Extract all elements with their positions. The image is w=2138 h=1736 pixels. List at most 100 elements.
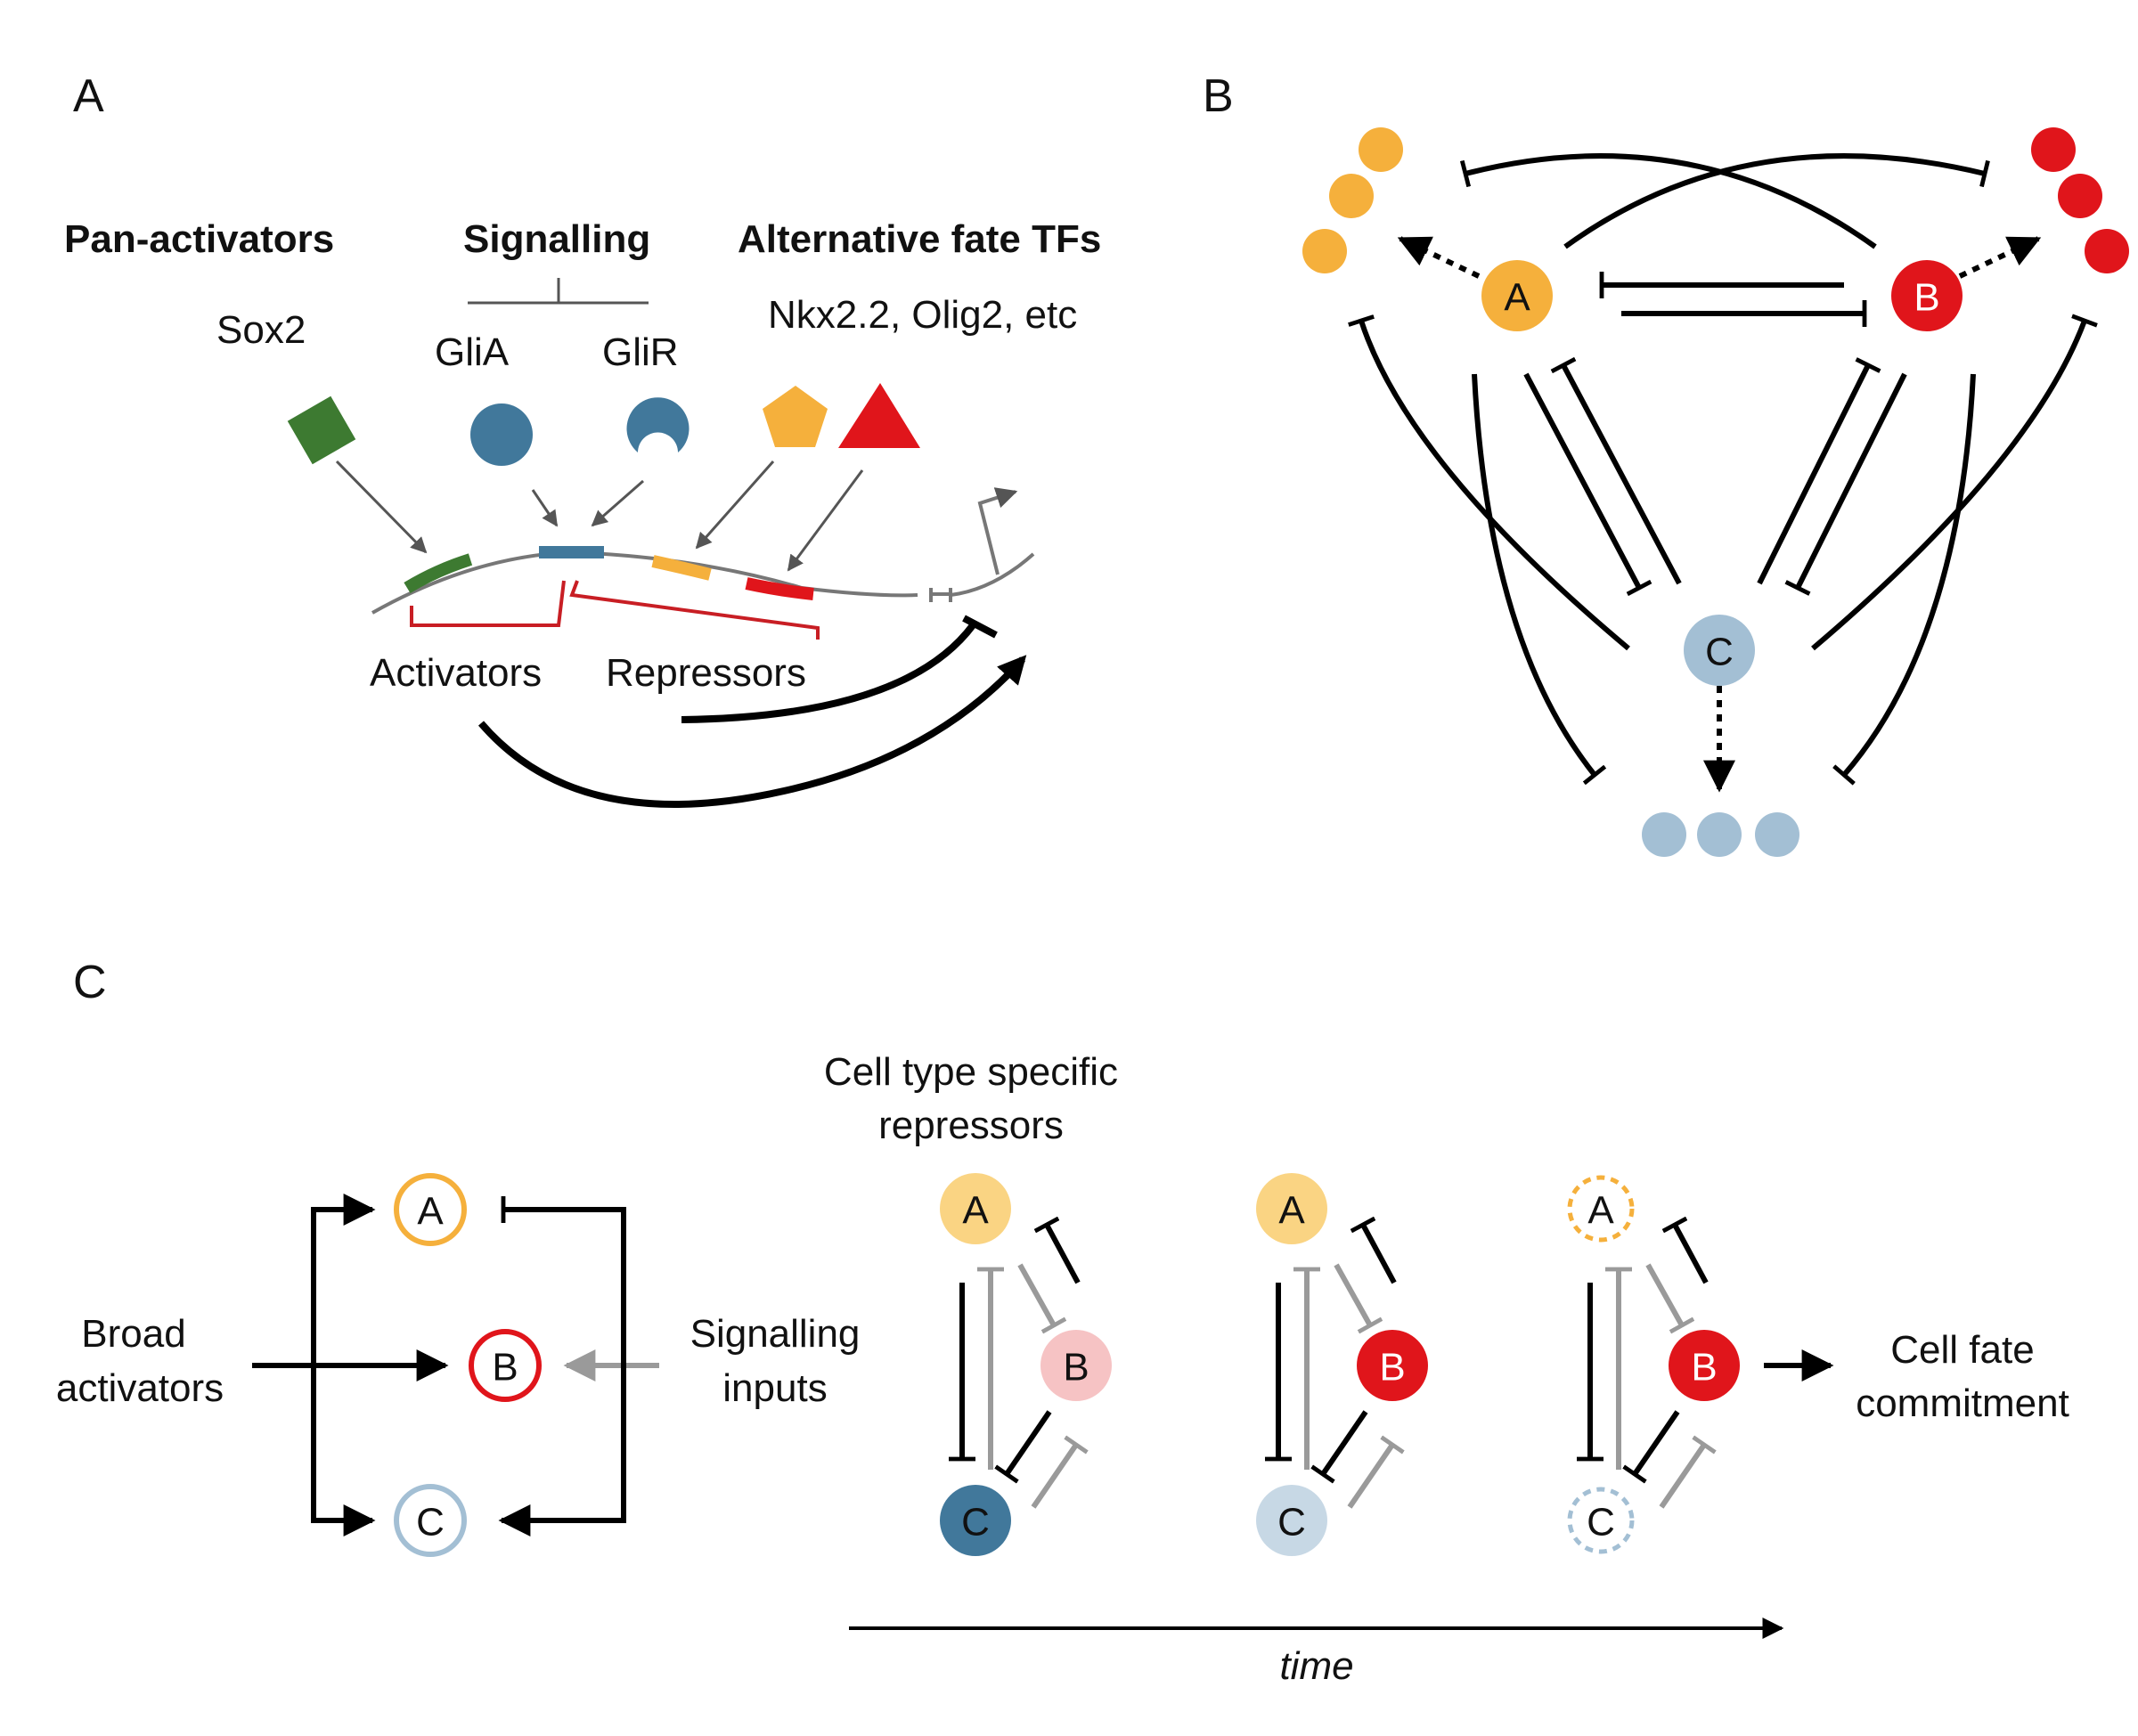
panel-a: A Pan-activators Signalling Alternative …: [64, 70, 1101, 808]
signalling-represses-a: [501, 1196, 626, 1365]
sox2-square-icon: [287, 395, 356, 465]
b-differentiation-arrow: [1958, 236, 2042, 279]
repressors-bracket: [569, 580, 820, 640]
b-fate-dot: [2058, 174, 2102, 218]
s3-node-c-label: C: [1587, 1501, 1615, 1544]
sox2-binding-arrow: [335, 460, 428, 554]
a-represses-b-fate-arc: [1563, 153, 1990, 249]
s1-node-a-label: A: [962, 1189, 989, 1233]
s2-node-a: [1256, 1173, 1327, 1244]
panel-label-b: B: [1203, 70, 1234, 122]
a-differentiation-arrow: [1397, 236, 1481, 279]
signalling-bracket: [468, 278, 649, 305]
promoter-arrow: [977, 487, 1018, 575]
cell-fate-label-line2: commitment: [1856, 1381, 2069, 1425]
c-represses-a-fate-curve: [1347, 314, 1630, 651]
dna-strand-end: [950, 552, 1035, 597]
broad-activators-label-line2: activators: [56, 1366, 224, 1410]
s2-a-represses-b: [1334, 1263, 1383, 1334]
b-fate-dots: [2031, 127, 2129, 273]
s2-node-c: [1256, 1485, 1327, 1556]
s1-a-represses-b: [1017, 1263, 1067, 1334]
pentagon-binding-arrow: [695, 460, 775, 550]
node-c: [1684, 615, 1755, 686]
s3-node-a-dashed: [1567, 1175, 1635, 1243]
panel-label-c: C: [73, 957, 107, 1008]
c-fate-dot: [1755, 812, 1799, 857]
b-represses-c-line: [1784, 372, 1907, 596]
repressors-label: Repressors: [606, 651, 806, 695]
s1-c-represses-b: [1031, 1435, 1089, 1509]
c-node-a-ring: [394, 1173, 467, 1246]
s1-node-b: [1040, 1330, 1112, 1401]
specific-repressors-label-line1: Cell type specific: [824, 1050, 1118, 1094]
activators-bracket: [410, 580, 566, 627]
signalling-heading: Signalling: [463, 217, 650, 261]
triangle-icon: [838, 383, 920, 448]
repressor-effect-curve: [681, 623, 976, 723]
node-a-label: A: [1504, 276, 1530, 320]
pan-activators-heading: Pan-activators: [64, 217, 334, 261]
a-fate-dot: [1302, 229, 1347, 273]
broad-activators-label-line1: Broad: [81, 1312, 185, 1356]
node-a: [1481, 260, 1553, 331]
glir-label: GliR: [602, 330, 679, 374]
repressor-tee-bar: [962, 615, 998, 639]
c-fate-dots: [1642, 812, 1799, 857]
stage-1-network: A B C: [940, 1173, 1112, 1556]
s1-node-c-label: C: [961, 1501, 990, 1544]
s3-node-b: [1669, 1330, 1740, 1401]
s3-node-a-label: A: [1587, 1189, 1614, 1233]
b-fate-dot: [2031, 127, 2076, 172]
activator-site-green: [404, 553, 473, 593]
glir-notched-circle-icon: [626, 397, 690, 452]
activator-effect-arrow: [477, 655, 1027, 808]
c-node-b-label: B: [492, 1346, 518, 1390]
triangle-binding-arrow: [787, 469, 864, 572]
c-node-b-ring: [469, 1329, 542, 1402]
signalling-inputs-label-line2: inputs: [722, 1366, 827, 1410]
a-fate-dots: [1302, 127, 1403, 273]
repressor-site-red: [745, 577, 814, 600]
signalling-to-c-arrow: [498, 1365, 626, 1536]
node-b-label: B: [1914, 276, 1939, 320]
s3-b-represses-a: [1661, 1216, 1709, 1284]
s2-node-b: [1357, 1330, 1428, 1401]
panel-c: C Broad activators Signalling inputs A B…: [56, 957, 2069, 1688]
pentagon-icon: [763, 386, 828, 447]
s1-node-b-label: B: [1063, 1346, 1089, 1390]
specific-repressors-label-line2: repressors: [878, 1104, 1064, 1147]
b-represses-c-fate-curve: [1832, 373, 1976, 786]
s2-node-b-label: B: [1379, 1346, 1405, 1390]
c-node-a-label: A: [417, 1190, 444, 1234]
alternative-fate-heading: Alternative fate TFs: [738, 217, 1101, 261]
s1-b-represses-c: [994, 1410, 1052, 1484]
panel-label-a: A: [73, 70, 104, 122]
s2-c-represses-b: [1347, 1435, 1405, 1509]
a-fate-dot: [1329, 174, 1374, 218]
node-c-label: C: [1705, 631, 1734, 674]
s3-node-b-label: B: [1691, 1346, 1717, 1390]
a-represses-c-fate-curve: [1472, 373, 1607, 786]
panel-b: B: [1203, 70, 2129, 857]
s3-a-represses-b: [1645, 1263, 1695, 1334]
s3-c-represses-b: [1659, 1435, 1717, 1509]
s2-b-represses-c: [1310, 1410, 1368, 1484]
sox2-label: Sox2: [216, 308, 306, 352]
c-represses-b-fate-curve: [1811, 314, 2098, 651]
c-fate-dot: [1642, 812, 1686, 857]
glia-circle-icon: [470, 403, 533, 466]
glia-label: GliA: [435, 330, 510, 374]
activator-to-c-arrow: [311, 1365, 376, 1536]
a-fate-dot: [1359, 127, 1403, 172]
b-represses-a-fate-arc: [1459, 153, 1877, 249]
b-fate-dot: [2085, 229, 2129, 273]
tf-examples-label: Nkx2.2, Olig2, etc: [768, 293, 1077, 337]
c-fate-dot: [1697, 812, 1742, 857]
repressor-site-orange: [651, 555, 712, 581]
time-label: time: [1279, 1644, 1353, 1688]
signalling-inputs-label-line1: Signalling: [690, 1312, 861, 1356]
s3-node-c-dashed: [1567, 1487, 1635, 1554]
s1-node-a: [940, 1173, 1011, 1244]
